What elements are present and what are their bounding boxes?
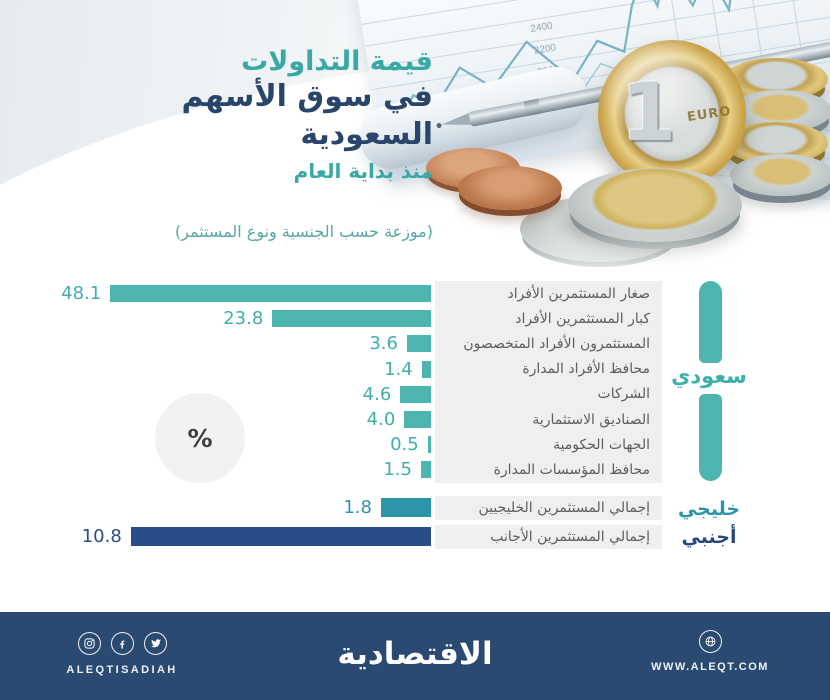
saudi-bracket-top xyxy=(699,281,722,363)
group-label-gulf: خليجي xyxy=(677,498,741,520)
chart-row: 4.6 الشركات xyxy=(0,381,830,407)
chart-row: 3.6 المستثمرون الأفراد المتخصصون xyxy=(0,331,830,357)
bar-value: 1.8 xyxy=(343,497,372,518)
chart-row: 0.5 الجهات الحكومية xyxy=(0,432,830,458)
footer-website-block: WWW.ALEQT.COM xyxy=(618,630,802,673)
coin-stack-4 xyxy=(730,154,830,196)
bar-cell: 4.0 xyxy=(0,407,431,432)
globe-icon[interactable] xyxy=(698,630,722,653)
bar xyxy=(407,335,431,353)
bar-label: الجهات الحكومية xyxy=(435,432,662,458)
copper-coin-2 xyxy=(458,166,562,210)
stock-chart-paper: 2400 2200 2000 xyxy=(355,0,830,183)
bar-cell: 4.6 xyxy=(0,382,431,407)
bar-value: 4.6 xyxy=(362,383,392,405)
bar-value: 4.0 xyxy=(366,409,396,431)
bar-cell: 10.8 xyxy=(0,525,431,549)
bar-cell: 3.6 xyxy=(0,331,431,356)
website-url[interactable]: WWW.ALEQT.COM xyxy=(651,661,769,673)
chart-row: 48.1 صغار المستثمرين الأفراد xyxy=(0,281,830,307)
coin-euro-text: EURO xyxy=(685,103,733,125)
axis-number: 2400 xyxy=(530,21,554,35)
saudi-bracket-bottom xyxy=(699,394,722,481)
bar-value: 3.6 xyxy=(369,333,398,355)
pen-band xyxy=(523,98,542,117)
instagram-icon[interactable] xyxy=(77,632,101,655)
bar-label: محافظ المؤسسات المدارة xyxy=(435,457,662,483)
bar-label: محافظ الأفراد المدارة xyxy=(435,356,662,382)
bar-cell: 1.4 xyxy=(0,357,431,382)
bar-value: 48.1 xyxy=(61,283,102,305)
stock-chart-drawing: 2400 2200 2000 xyxy=(361,0,830,152)
saudi-rows: 48.1 صغار المستثمرين الأفراد 23.8 كبار المس… xyxy=(0,281,830,483)
chart-row: 1.4 محافظ الأفراد المدارة xyxy=(0,356,830,382)
bar xyxy=(427,436,431,454)
bar-value: 1.5 xyxy=(383,459,412,481)
bar xyxy=(404,411,431,429)
footer-social-block: ALEQTISADIAH xyxy=(36,632,208,676)
bar xyxy=(110,285,431,303)
photo-fade xyxy=(0,228,830,290)
bar-label: صغار المستثمرين الأفراد xyxy=(435,281,662,307)
title-line-1: قيمة التداولات xyxy=(241,46,433,77)
bar xyxy=(421,461,431,479)
chart-row: 10.8 إجمالي المستثمرين الأجانب xyxy=(0,524,830,549)
bar xyxy=(400,385,431,403)
chart-row: 23.8 كبار المستثمرين الأفراد xyxy=(0,306,830,332)
bar xyxy=(421,360,431,378)
bar-cell: 23.8 xyxy=(0,306,431,331)
bar-value: 0.5 xyxy=(390,434,419,456)
bar-chart: 48.1 صغار المستثمرين الأفراد 23.8 كبار المس… xyxy=(0,281,830,549)
title-line-2: في سوق الأسهم السعودية xyxy=(181,79,433,152)
twitter-icon[interactable] xyxy=(143,632,167,655)
footer: ALEQTISADIAH الاقتصادية WWW.ALEQT.COM xyxy=(0,612,830,700)
chart-row: 1.5 محافظ المؤسسات المدارة xyxy=(0,457,830,483)
title-line-3: منذ بداية العام xyxy=(293,159,433,183)
coin-numeral: 1 xyxy=(620,65,677,159)
group-label-saudi: سعودي xyxy=(671,364,747,388)
bar-label: الصناديق الاستثمارية xyxy=(435,406,662,433)
social-handle: ALEQTISADIAH xyxy=(66,664,178,676)
group-label-foreign: أجنبي xyxy=(681,526,737,548)
chart-row: 1.8 إجمالي المستثمرين الخليجيين xyxy=(0,495,830,520)
bar-value: 23.8 xyxy=(223,308,264,330)
gulf-rows: 1.8 إجمالي المستثمرين الخليجيين xyxy=(0,495,830,520)
brand-logo: الاقتصادية xyxy=(337,636,493,672)
bar-value: 10.8 xyxy=(81,526,122,547)
percent-badge: % xyxy=(155,393,245,483)
chart-row: 4.0 الصناديق الاستثمارية xyxy=(0,406,830,433)
bar-label: إجمالي المستثمرين الأجانب xyxy=(435,524,662,549)
bar xyxy=(130,527,431,546)
bar-label: كبار المستثمرين الأفراد xyxy=(435,306,662,332)
bar-cell: 1.8 xyxy=(0,496,431,520)
foreign-rows: 10.8 إجمالي المستثمرين الأجانب xyxy=(0,524,830,549)
bar-cell: 48.1 xyxy=(0,281,431,306)
bar-label: إجمالي المستثمرين الخليجيين xyxy=(435,495,662,520)
subtitle: (موزعة حسب الجنسية ونوع المستثمر) xyxy=(174,222,433,241)
bar-value: 1.4 xyxy=(384,358,413,380)
bar xyxy=(381,498,431,517)
header: قيمة التداولات في سوق الأسهم السعودية من… xyxy=(53,46,433,241)
bar-label: الشركات xyxy=(435,381,662,407)
facebook-icon[interactable] xyxy=(110,632,134,655)
bar-cell: 0.5 xyxy=(0,432,431,457)
bar-label: المستثمرون الأفراد المتخصصون xyxy=(435,331,662,357)
social-icons xyxy=(36,632,208,655)
one-euro-coin: 1 EURO xyxy=(598,40,746,188)
bar-cell: 1.5 xyxy=(0,457,431,482)
bar xyxy=(272,310,431,328)
photo-collage: 2400 2200 2000 1 EURO xyxy=(0,0,830,683)
